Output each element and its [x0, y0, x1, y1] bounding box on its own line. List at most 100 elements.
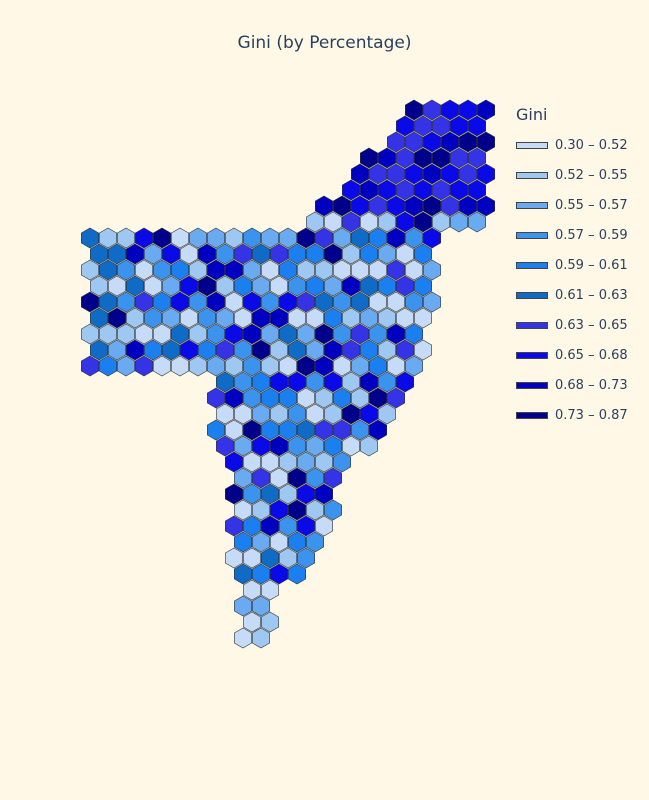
hex-cell[interactable]: [404, 163, 424, 185]
hex-cell[interactable]: [81, 259, 99, 281]
hex-cell[interactable]: [458, 131, 478, 153]
hex-cell[interactable]: [216, 403, 234, 425]
hex-cell[interactable]: [278, 419, 298, 441]
hex-cell[interactable]: [368, 227, 388, 249]
hex-cell[interactable]: [431, 147, 451, 169]
hex-cell[interactable]: [278, 227, 298, 249]
hex-cell[interactable]: [350, 387, 370, 409]
hex-cell[interactable]: [332, 259, 352, 281]
hex-cell[interactable]: [377, 243, 397, 265]
hex-cell[interactable]: [225, 451, 243, 473]
hex-cell[interactable]: [287, 563, 307, 585]
hex-cell[interactable]: [422, 227, 442, 249]
hex-cell[interactable]: [225, 291, 243, 313]
hex-cell[interactable]: [359, 435, 379, 457]
hex-cell[interactable]: [234, 307, 252, 329]
hex-cell[interactable]: [386, 291, 406, 313]
hex-cell[interactable]: [278, 515, 298, 537]
hex-cell[interactable]: [198, 307, 216, 329]
hex-cell[interactable]: [422, 131, 442, 153]
hex-cell[interactable]: [260, 611, 280, 633]
hex-cell[interactable]: [323, 275, 343, 297]
hex-cell[interactable]: [252, 307, 271, 329]
hex-cell[interactable]: [108, 339, 126, 361]
hex-cell[interactable]: [216, 339, 234, 361]
hex-cell[interactable]: [413, 115, 433, 137]
hex-cell[interactable]: [332, 355, 352, 377]
hex-cell[interactable]: [314, 259, 334, 281]
hex-cell[interactable]: [359, 211, 379, 233]
hex-cell[interactable]: [117, 227, 135, 249]
hex-cell[interactable]: [198, 339, 216, 361]
hex-cell[interactable]: [260, 579, 280, 601]
hex-cell[interactable]: [305, 499, 325, 521]
hex-cell[interactable]: [171, 259, 189, 281]
hex-cell[interactable]: [234, 563, 252, 585]
hex-cell[interactable]: [296, 547, 316, 569]
hex-cell[interactable]: [260, 387, 280, 409]
hex-cell[interactable]: [234, 467, 252, 489]
hex-cell[interactable]: [386, 259, 406, 281]
hex-cell[interactable]: [449, 211, 469, 233]
hex-cell[interactable]: [386, 195, 406, 217]
hex-cell[interactable]: [377, 307, 397, 329]
hex-cell[interactable]: [323, 307, 343, 329]
hex-cell[interactable]: [350, 355, 370, 377]
hex-cell[interactable]: [207, 227, 225, 249]
hex-cell[interactable]: [216, 275, 234, 297]
hex-cell[interactable]: [171, 323, 189, 345]
hex-cell[interactable]: [117, 259, 135, 281]
hex-cell[interactable]: [458, 99, 478, 121]
legend-item[interactable]: 0.61 – 0.63: [516, 280, 628, 310]
hex-cell[interactable]: [413, 211, 433, 233]
hex-cell[interactable]: [108, 243, 126, 265]
hex-cell[interactable]: [234, 531, 252, 553]
hex-cell[interactable]: [476, 163, 496, 185]
hex-cell[interactable]: [287, 403, 307, 425]
hex-cell[interactable]: [180, 307, 198, 329]
hex-cell[interactable]: [207, 323, 225, 345]
hex-cell[interactable]: [269, 499, 289, 521]
hex-cell[interactable]: [162, 307, 180, 329]
hex-cell[interactable]: [260, 451, 280, 473]
hex-cell[interactable]: [189, 227, 207, 249]
hex-cell[interactable]: [368, 355, 388, 377]
hex-cell[interactable]: [234, 243, 252, 265]
hex-cell[interactable]: [467, 179, 487, 201]
hex-cell[interactable]: [135, 355, 153, 377]
hex-cell[interactable]: [305, 531, 325, 553]
hex-cell[interactable]: [260, 227, 280, 249]
hex-cell[interactable]: [476, 195, 496, 217]
hex-cell[interactable]: [359, 371, 379, 393]
hex-cell[interactable]: [153, 291, 171, 313]
hex-cell[interactable]: [180, 339, 198, 361]
hex-cell[interactable]: [341, 275, 361, 297]
hex-cell[interactable]: [198, 243, 216, 265]
hex-cell[interactable]: [278, 451, 298, 473]
hex-cell[interactable]: [153, 323, 171, 345]
hex-cell[interactable]: [234, 275, 252, 297]
hex-cell[interactable]: [269, 531, 289, 553]
hex-cell[interactable]: [359, 243, 379, 265]
hex-cell[interactable]: [296, 419, 316, 441]
hex-cell[interactable]: [341, 307, 361, 329]
hex-cell[interactable]: [413, 243, 433, 265]
hex-cell[interactable]: [243, 483, 262, 505]
hex-cell[interactable]: [287, 499, 307, 521]
hex-cell[interactable]: [252, 563, 271, 585]
hex-cell[interactable]: [314, 227, 334, 249]
hex-cell[interactable]: [332, 387, 352, 409]
hex-cell[interactable]: [225, 483, 243, 505]
hex-cell[interactable]: [314, 515, 334, 537]
hex-cell[interactable]: [395, 147, 415, 169]
hex-cell[interactable]: [162, 275, 180, 297]
hex-cell[interactable]: [243, 611, 262, 633]
hex-cell[interactable]: [269, 563, 289, 585]
hex-cell[interactable]: [252, 595, 271, 617]
hex-cell[interactable]: [368, 195, 388, 217]
legend-item[interactable]: 0.65 – 0.68: [516, 340, 628, 370]
hex-cell[interactable]: [225, 387, 243, 409]
hex-cell[interactable]: [350, 195, 370, 217]
hex-cell[interactable]: [189, 291, 207, 313]
